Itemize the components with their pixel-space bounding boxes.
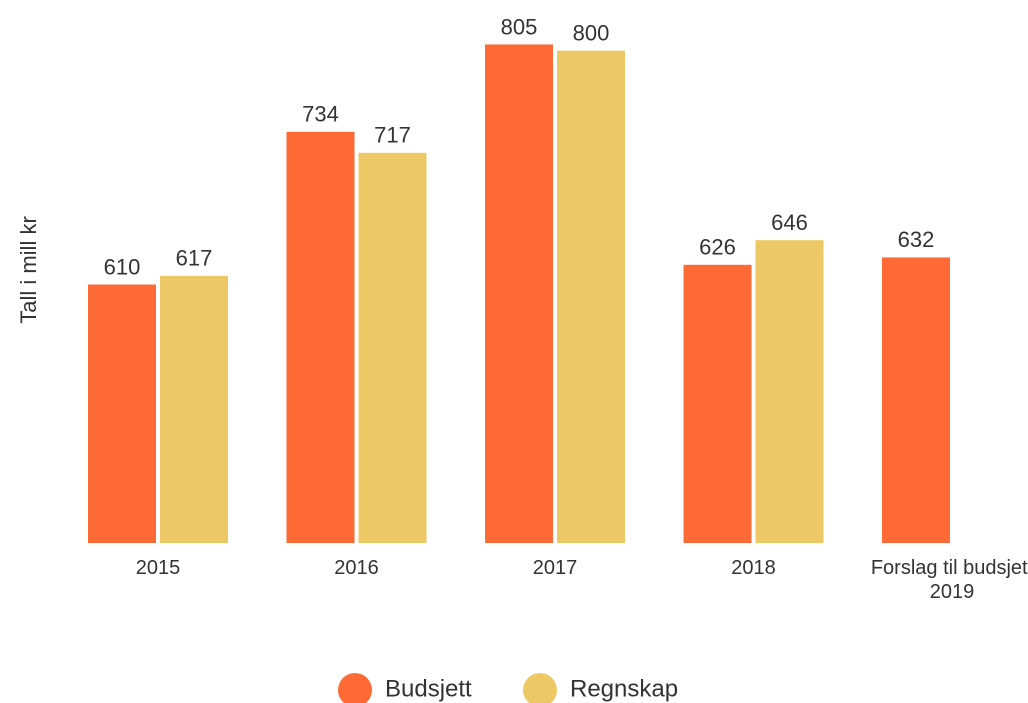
data-label: 610 <box>104 254 141 279</box>
x-tick-label: Forslag til budsjett 2019 <box>870 557 1028 603</box>
data-label: 805 <box>501 14 538 39</box>
y-axis-label: Tall i mill kr <box>16 216 41 324</box>
bar <box>358 152 427 544</box>
bar <box>683 264 752 543</box>
data-label: 626 <box>699 235 736 260</box>
x-tick-label: 2018 <box>731 557 776 579</box>
bar <box>88 284 156 543</box>
bar <box>485 44 553 543</box>
legend-label: Budsjett <box>385 675 472 702</box>
data-label: 646 <box>771 210 808 235</box>
x-tick-label: 2016 <box>334 557 379 579</box>
data-label: 717 <box>374 123 411 148</box>
bar <box>882 257 950 543</box>
bar <box>286 131 355 543</box>
bar <box>160 275 228 543</box>
x-tick-label: 2015 <box>135 557 181 579</box>
data-label: 617 <box>176 246 213 271</box>
data-label: 632 <box>898 227 935 252</box>
data-label: 734 <box>302 102 339 127</box>
x-tick-label: 2017 <box>532 557 578 579</box>
data-label: 800 <box>573 20 610 45</box>
legend-label: Regnskap <box>570 675 678 702</box>
bar <box>557 50 625 543</box>
legend-marker <box>523 673 557 703</box>
bar <box>755 240 824 543</box>
legend-marker <box>338 673 372 703</box>
